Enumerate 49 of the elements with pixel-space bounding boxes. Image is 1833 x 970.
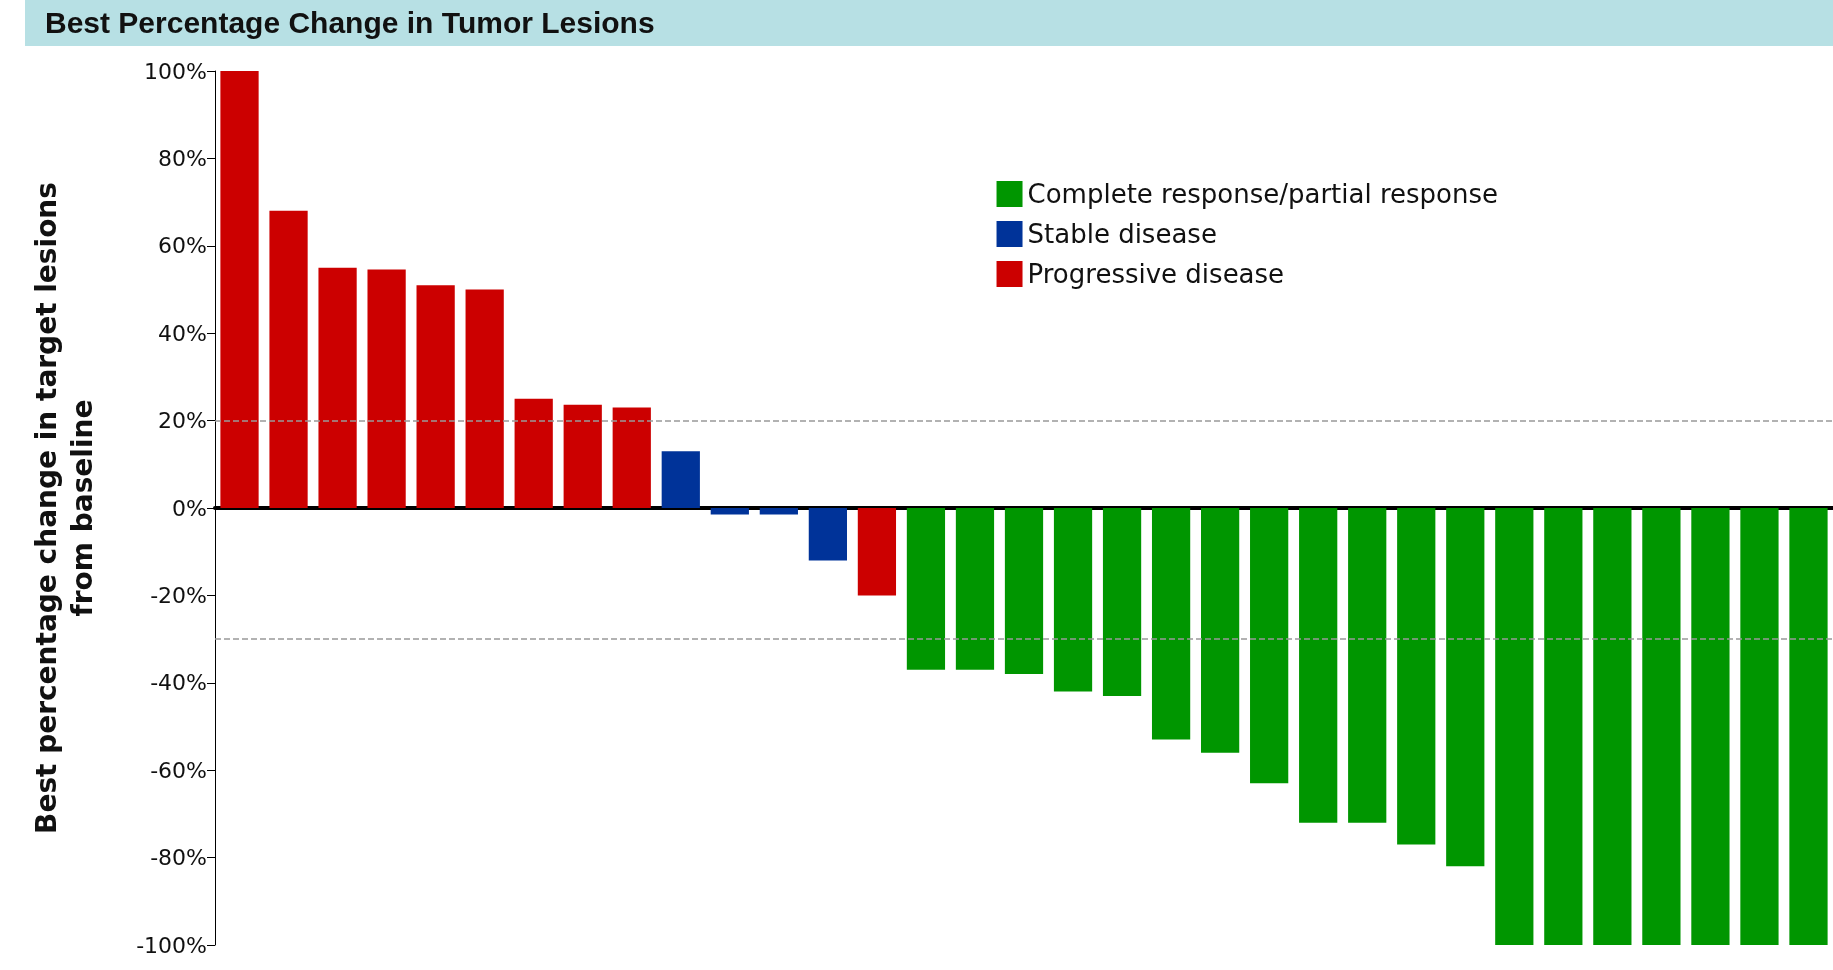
bar bbox=[612, 407, 651, 508]
bar bbox=[1348, 508, 1387, 823]
bar bbox=[1053, 508, 1093, 692]
bar bbox=[1593, 508, 1632, 945]
y-axis-title: Best percentage change in target lesions from baseline bbox=[29, 182, 99, 834]
bar bbox=[1151, 508, 1191, 740]
bar bbox=[514, 398, 553, 508]
bar bbox=[318, 267, 357, 508]
bar bbox=[759, 508, 798, 515]
y-tick-label: -100% bbox=[136, 932, 207, 958]
bar bbox=[857, 508, 897, 596]
y-tick-label: 100% bbox=[144, 58, 207, 84]
bar bbox=[1004, 508, 1044, 675]
bar bbox=[1691, 508, 1730, 945]
y-tick-label: -60% bbox=[150, 757, 207, 783]
bar bbox=[1102, 508, 1142, 696]
y-tick-label: 0% bbox=[172, 495, 207, 521]
bar bbox=[220, 71, 259, 508]
bar bbox=[1299, 508, 1338, 823]
y-tick-label: -80% bbox=[150, 845, 207, 871]
chart-title: Best Percentage Change in Tumor Lesions bbox=[25, 0, 1833, 46]
bar bbox=[1446, 508, 1485, 867]
legend-label: Complete response/partial response bbox=[1027, 179, 1499, 209]
bar bbox=[416, 285, 455, 508]
bar bbox=[465, 289, 504, 508]
y-tick-label: -40% bbox=[150, 670, 207, 696]
legend-label: Stable disease bbox=[1027, 219, 1217, 249]
bar bbox=[1544, 508, 1583, 945]
bar bbox=[661, 451, 700, 508]
bar bbox=[367, 269, 406, 508]
y-tick-label: 80% bbox=[158, 145, 207, 171]
y-tick-label: 40% bbox=[158, 320, 207, 346]
bar bbox=[808, 508, 847, 561]
bar bbox=[906, 508, 946, 670]
bar bbox=[269, 210, 308, 508]
bar bbox=[1642, 508, 1681, 945]
bar bbox=[1740, 508, 1779, 945]
bar bbox=[1397, 508, 1436, 845]
bar bbox=[1495, 508, 1534, 945]
bar bbox=[1789, 508, 1828, 945]
bar bbox=[563, 404, 602, 508]
y-tick-label: 60% bbox=[158, 233, 207, 259]
y-tick-label: -20% bbox=[150, 582, 207, 608]
bar bbox=[1201, 508, 1240, 753]
legend-label: Progressive disease bbox=[1027, 259, 1285, 289]
bar bbox=[710, 508, 749, 515]
bar bbox=[1250, 508, 1289, 784]
bar bbox=[955, 508, 995, 670]
y-tick-label: 20% bbox=[158, 408, 207, 434]
